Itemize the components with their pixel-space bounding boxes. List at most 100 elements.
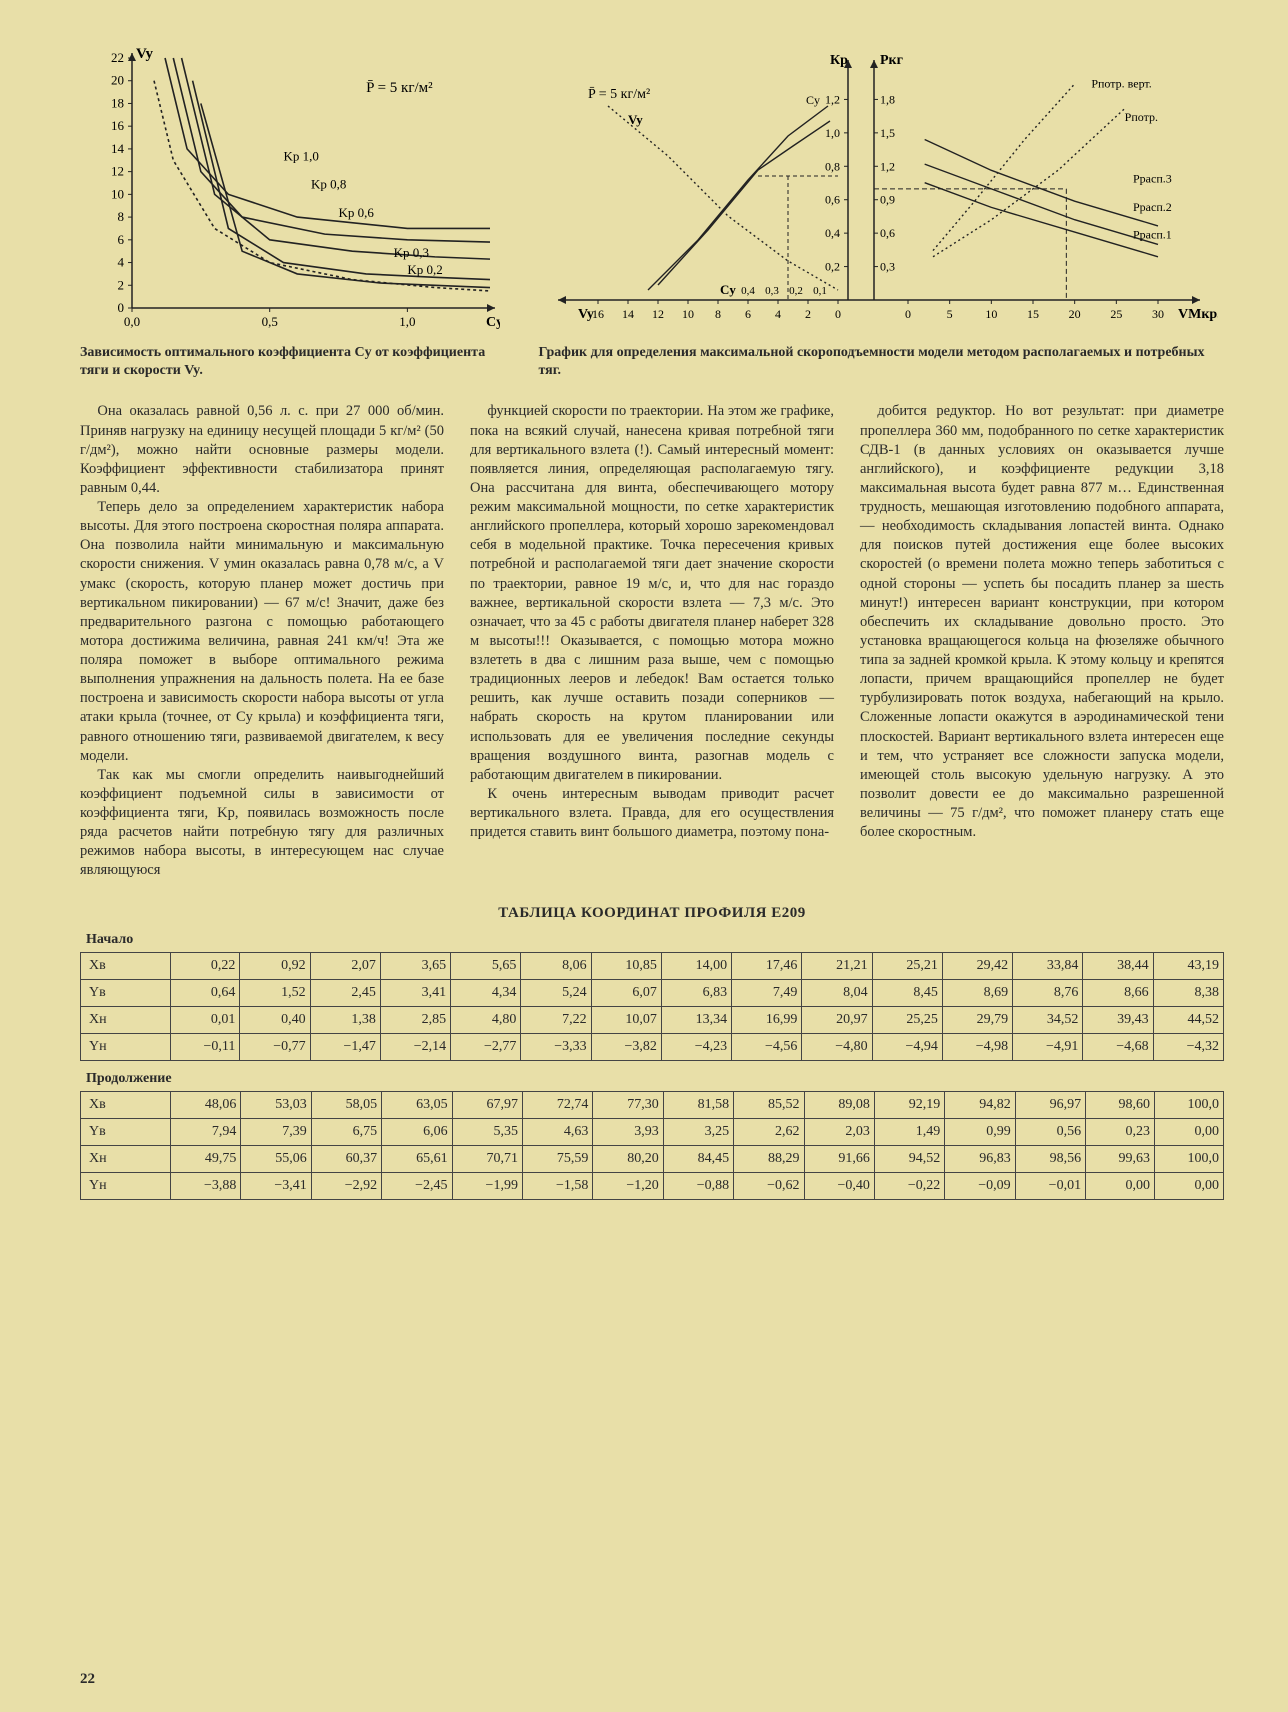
cell: 96,97 [1015, 1091, 1085, 1118]
svg-text:0,0: 0,0 [124, 314, 140, 329]
cell: 0,00 [1086, 1172, 1155, 1199]
cell: 67,97 [452, 1091, 522, 1118]
column-3: добится редуктор. Но вот результат: при … [860, 402, 1224, 880]
table-row: Yн−0,11−0,77−1,47−2,14−2,77−3,33−3,82−4,… [81, 1033, 1224, 1060]
cell: −4,98 [942, 1033, 1012, 1060]
svg-text:6: 6 [745, 307, 751, 321]
table-cont: Xв48,0653,0358,0563,0567,9772,7477,3081,… [80, 1091, 1224, 1200]
svg-text:25: 25 [1111, 307, 1123, 321]
cell: 20,97 [802, 1006, 872, 1033]
svg-text:30: 30 [1152, 307, 1164, 321]
svg-text:1,8: 1,8 [880, 92, 895, 106]
cell: −0,62 [734, 1172, 804, 1199]
table-start: Xв0,220,922,073,655,658,0610,8514,0017,4… [80, 952, 1224, 1061]
svg-text:Cy: Cy [806, 93, 820, 107]
cell: 5,24 [521, 979, 591, 1006]
cell: 49,75 [171, 1145, 241, 1172]
cell: 1,49 [874, 1118, 944, 1145]
svg-text:1,5: 1,5 [880, 126, 895, 140]
cell: 13,34 [661, 1006, 731, 1033]
row-head: Xв [81, 952, 171, 979]
row-head: Yн [81, 1172, 171, 1199]
svg-text:Кр: Кр [830, 53, 848, 68]
cell: 92,19 [874, 1091, 944, 1118]
svg-text:20: 20 [111, 73, 124, 88]
svg-text:5: 5 [947, 307, 953, 321]
cell: 8,06 [521, 952, 591, 979]
cell: 4,63 [522, 1118, 592, 1145]
cell: −0,22 [874, 1172, 944, 1199]
svg-text:0,5: 0,5 [262, 314, 278, 329]
cell: −2,77 [451, 1033, 521, 1060]
svg-text:P̄ = 5 кг/м²: P̄ = 5 кг/м² [366, 80, 433, 96]
cell: 94,82 [945, 1091, 1015, 1118]
cell: 98,56 [1015, 1145, 1085, 1172]
svg-text:Vy: Vy [578, 307, 594, 322]
figures-row: 02468101214161820220,00,51,0CyVyP̄ = 5 к… [80, 48, 1224, 380]
row-head: Xн [81, 1006, 171, 1033]
cell: 0,64 [171, 979, 240, 1006]
cell: 0,23 [1086, 1118, 1155, 1145]
svg-text:VМкр.: VМкр. [1178, 307, 1218, 322]
svg-text:12: 12 [652, 307, 664, 321]
c1p2: Теперь дело за определением характеристи… [80, 498, 444, 766]
svg-text:16: 16 [111, 118, 125, 133]
c2p2: К очень интересным выводам приводит расч… [470, 785, 834, 842]
svg-text:Pпотр. верт.: Pпотр. верт. [1092, 77, 1152, 91]
svg-text:1,2: 1,2 [825, 92, 840, 106]
cell: 53,03 [241, 1091, 311, 1118]
svg-text:22: 22 [111, 50, 124, 65]
cell: 81,58 [663, 1091, 733, 1118]
svg-text:18: 18 [111, 95, 124, 110]
svg-text:0,6: 0,6 [825, 193, 840, 207]
cell: 70,71 [452, 1145, 522, 1172]
cell: 7,22 [521, 1006, 591, 1033]
svg-text:Kр 0,3: Kр 0,3 [394, 245, 429, 260]
svg-text:0,8: 0,8 [825, 159, 840, 173]
table-row: Yв0,641,522,453,414,345,246,076,837,498,… [81, 979, 1224, 1006]
svg-text:0,2: 0,2 [825, 260, 840, 274]
cell: −0,01 [1015, 1172, 1085, 1199]
cell: 6,07 [591, 979, 661, 1006]
cell: 58,05 [311, 1091, 381, 1118]
svg-text:2: 2 [118, 277, 125, 292]
cell: 100,0 [1154, 1091, 1223, 1118]
left-caption: Зависимость оптимального коэффициента Cy… [80, 344, 508, 380]
cell: 39,43 [1083, 1006, 1153, 1033]
svg-text:15: 15 [1027, 307, 1039, 321]
cell: 96,83 [945, 1145, 1015, 1172]
table-row: Yн−3,88−3,41−2,92−2,45−1,99−1,58−1,20−0,… [81, 1172, 1224, 1199]
cell: 43,19 [1153, 952, 1223, 979]
left-chart-svg: 02468101214161820220,00,51,0CyVyP̄ = 5 к… [80, 48, 500, 338]
row-head: Yн [81, 1033, 171, 1060]
svg-text:Vy: Vy [628, 112, 643, 127]
body-columns: Она оказалась равной 0,56 л. с. при 27 0… [80, 402, 1224, 880]
cell: 0,40 [240, 1006, 310, 1033]
cell: −4,32 [1153, 1033, 1223, 1060]
svg-text:14: 14 [622, 307, 634, 321]
right-chart-svg: КрPкг1614121086420Vy0,40,30,20,1Cy0,20,3… [538, 48, 1218, 338]
table-row: Xв0,220,922,073,655,658,0610,8514,0017,4… [81, 952, 1224, 979]
cell: 85,52 [734, 1091, 804, 1118]
cell: −2,45 [382, 1172, 452, 1199]
svg-text:10: 10 [111, 186, 124, 201]
cell: 5,35 [452, 1118, 522, 1145]
cell: 55,06 [241, 1145, 311, 1172]
cell: −0,77 [240, 1033, 310, 1060]
cell: 72,74 [522, 1091, 592, 1118]
svg-text:Pпотр.: Pпотр. [1125, 110, 1158, 124]
svg-text:0: 0 [118, 300, 125, 315]
right-figure: КрPкг1614121086420Vy0,40,30,20,1Cy0,20,3… [538, 48, 1224, 380]
cell: 77,30 [593, 1091, 663, 1118]
cell: 2,62 [734, 1118, 804, 1145]
svg-text:0: 0 [905, 307, 911, 321]
cell: 94,52 [874, 1145, 944, 1172]
svg-text:Vy: Vy [136, 48, 153, 62]
table-row: Xв48,0653,0358,0563,0567,9772,7477,3081,… [81, 1091, 1224, 1118]
cell: −4,68 [1083, 1033, 1153, 1060]
cell: 44,52 [1153, 1006, 1223, 1033]
svg-text:0,4: 0,4 [825, 226, 840, 240]
cell: 5,65 [451, 952, 521, 979]
c3p1: добится редуктор. Но вот результат: при … [860, 402, 1224, 842]
svg-text:Kр 0,2: Kр 0,2 [407, 262, 442, 277]
